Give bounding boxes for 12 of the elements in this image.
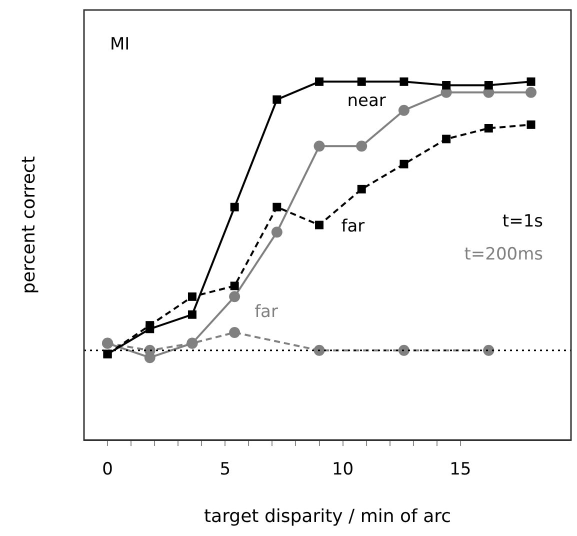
x-axis-title: target disparity / min of arc [204,506,451,527]
x-tick-label: 0 [102,460,113,480]
series-label: far [341,216,365,236]
series-label: near [347,91,386,112]
y-axis-title: percent correct [18,156,40,294]
x-tick-label: 10 [332,460,354,480]
text: MI [110,34,130,54]
x-tick-label: 5 [220,460,231,480]
x-tick-label: 15 [450,460,472,480]
annotation: t=200ms [464,244,544,264]
series-label: far [254,302,278,322]
annotation: t=1s [502,211,544,232]
